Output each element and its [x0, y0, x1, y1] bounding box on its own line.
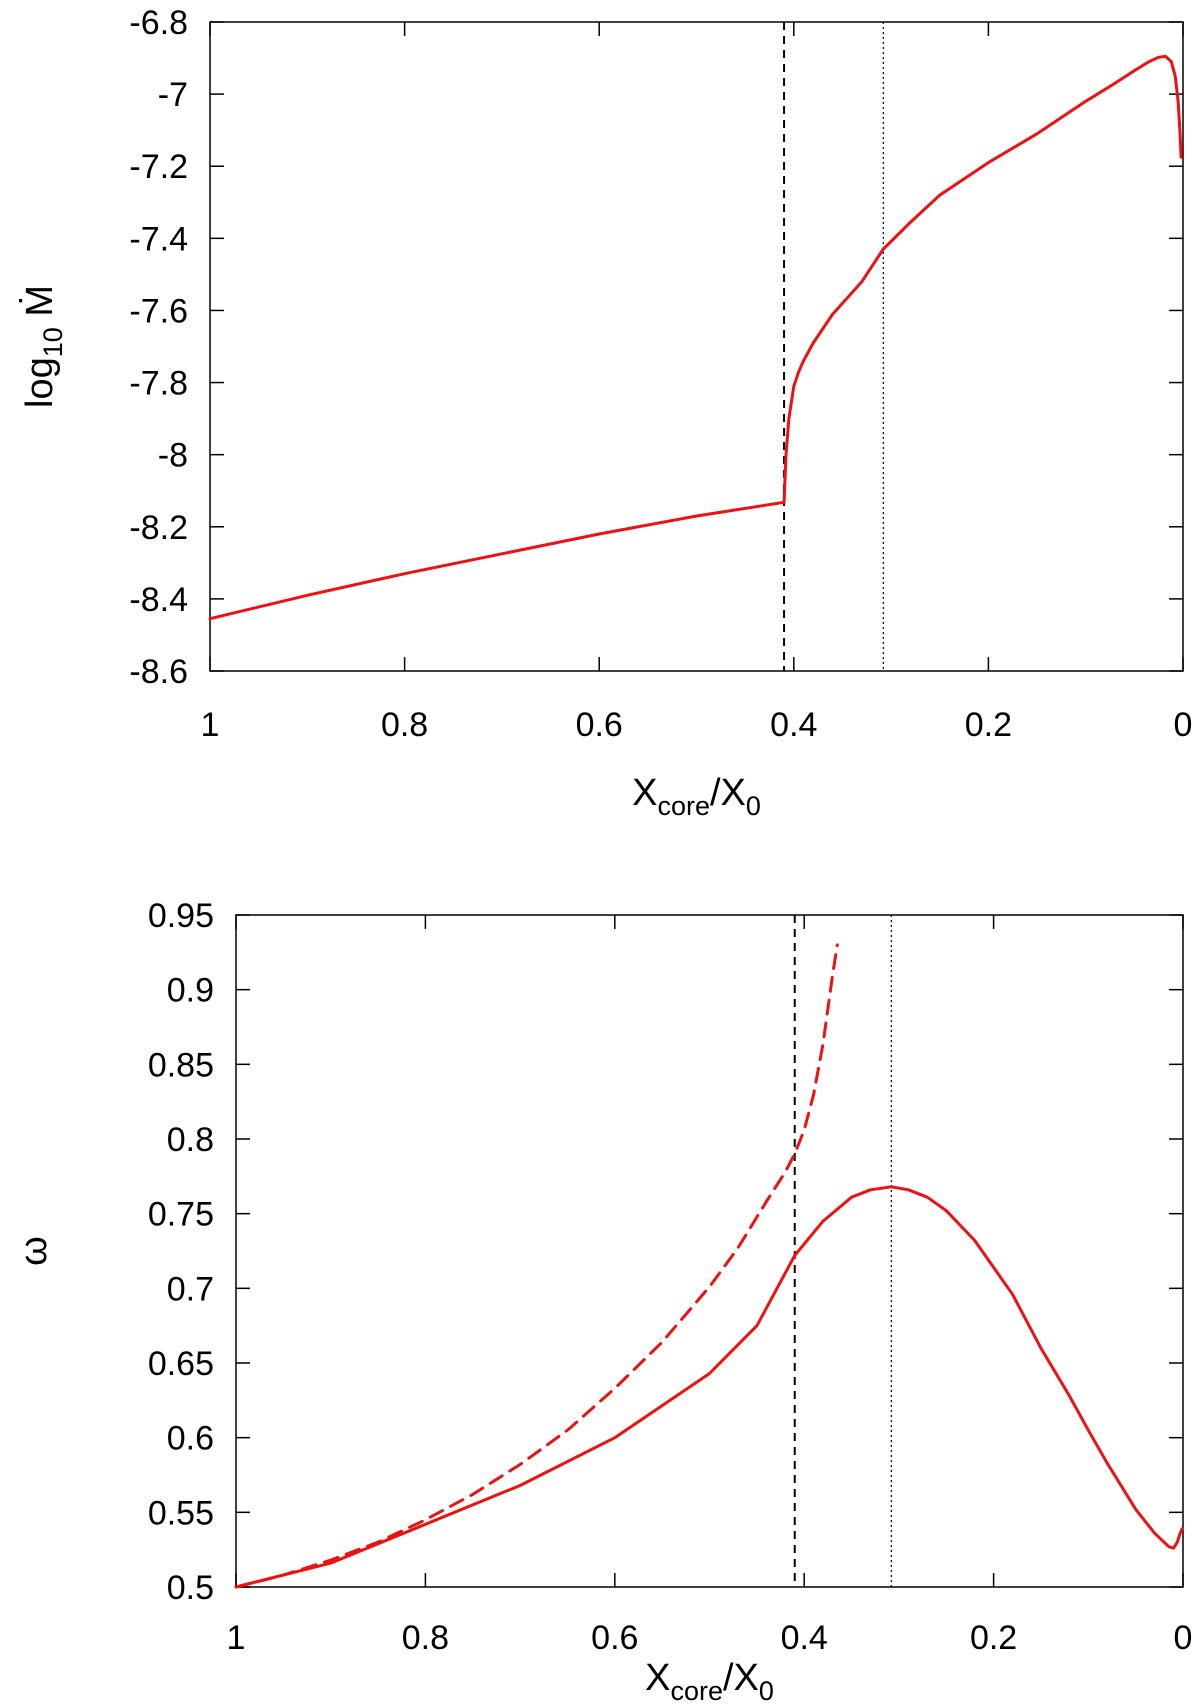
x-axis-label-sub: core [670, 1676, 723, 1705]
y-tick-label: 0.6 [167, 1420, 214, 1458]
y-tick-label: -7.6 [129, 292, 188, 330]
y-tick-label: -6.8 [129, 4, 188, 42]
y-tick-label: 0.8 [167, 1121, 214, 1159]
x-tick-label: 0 [1174, 706, 1193, 744]
y-tick-label: 0.7 [167, 1270, 214, 1308]
y-axis-label-main: log [19, 357, 61, 408]
y-tick-label: -7 [158, 76, 188, 114]
plot-frame [235, 914, 1184, 1588]
series-line-solid [208, 54, 1183, 621]
x-tick-label: 0.6 [591, 1619, 638, 1657]
x-axis-label-main: X [632, 772, 657, 814]
y-tick-label: -8.6 [129, 653, 188, 691]
series-line-solid [234, 1185, 1184, 1589]
x-tick-label: 0 [1174, 1619, 1193, 1657]
bottom-panel: 1 0.8 0.6 0.4 0.2 0 0.95 0.9 0.85 0.8 0.75 0.7 0.65 0… [13, 897, 1192, 1705]
y-tick-label: -7.8 [129, 365, 188, 403]
x-tick-label: 0.8 [402, 1619, 449, 1657]
y-tick-label: 0.75 [148, 1196, 214, 1234]
y-tick-label: -8.2 [129, 509, 188, 547]
x-tick-label: 0.2 [970, 1619, 1017, 1657]
y-axis-label-main: ω [13, 1236, 55, 1266]
y-axis-label: ω [13, 1236, 55, 1266]
x-tick-label: 0.4 [770, 706, 817, 744]
x-axis-label-mid: /X [710, 772, 746, 814]
y-tick-label: 0.85 [148, 1046, 214, 1084]
x-axis-label-sub: core [657, 791, 710, 821]
y-tick-label: -7.2 [129, 148, 188, 186]
y-tick-label: -7.4 [129, 220, 188, 258]
x-tick-label: 0.8 [381, 706, 428, 744]
x-axis-label-sub2: 0 [759, 1676, 774, 1705]
y-tick-label: 0.95 [148, 897, 214, 935]
top-panel: 1 0.8 0.6 0.4 0.2 0 -6.8 -7 -7.2 -7.4 -7.6 -7.8 -8 -8… [18, 4, 1192, 821]
x-tick-label: 0.6 [576, 706, 623, 744]
y-tick-label: 0.9 [167, 972, 214, 1010]
x-axis-label-main: X [645, 1657, 670, 1699]
y-axis-label-tail: Ṁ [18, 285, 61, 327]
x-axis-label: Xcore/X0 [632, 772, 761, 821]
x-tick-label: 0.4 [781, 1619, 828, 1657]
y-axis-label: log10 Ṁ [18, 285, 68, 408]
y-tick-label: 0.5 [167, 1569, 214, 1607]
x-tick-label: 1 [227, 1619, 246, 1657]
y-tick-label: 0.65 [148, 1345, 214, 1383]
x-axis-label-sub2: 0 [746, 791, 761, 821]
y-tick-label: -8 [158, 437, 188, 475]
plot-frame [209, 21, 1184, 672]
x-tick-label: 0.2 [965, 706, 1012, 744]
y-axis-label-sub: 10 [38, 327, 68, 357]
x-tick-label: 1 [201, 706, 220, 744]
y-tick-label: -8.4 [129, 581, 188, 619]
x-axis-label-mid: /X [723, 1657, 759, 1699]
x-axis-label: Xcore/X0 [645, 1657, 774, 1705]
series-line-dashed [234, 943, 839, 1589]
y-tick-label: 0.55 [148, 1494, 214, 1532]
